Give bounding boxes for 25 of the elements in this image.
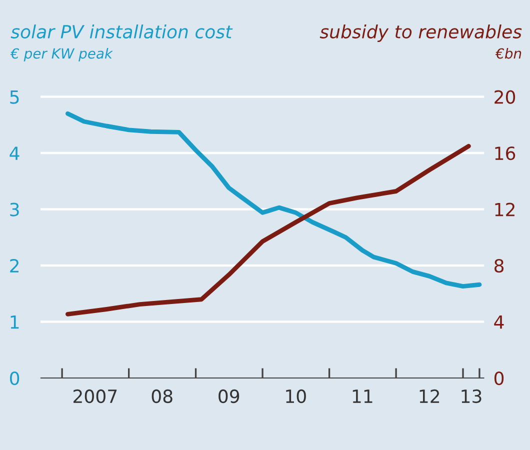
x-tick-label: 08 bbox=[152, 389, 172, 404]
y-tick-label: 2 bbox=[10, 258, 18, 272]
y2-tick-label: 16 bbox=[495, 146, 516, 160]
x-tick-label: 2007 bbox=[74, 389, 117, 404]
line-series bbox=[66, 111, 482, 289]
y-axis-title: € per KW peak bbox=[10, 48, 113, 62]
y2-tick-label: 12 bbox=[495, 202, 514, 216]
y-tick-label: 4 bbox=[10, 146, 20, 160]
x-tick-label: 09 bbox=[218, 389, 240, 404]
x-tick-label: 10 bbox=[286, 389, 306, 404]
y-tick-label: 5 bbox=[10, 90, 19, 104]
y2-axis-title: €bn bbox=[495, 48, 522, 59]
y2-tick-label: 20 bbox=[494, 90, 516, 104]
x-tick-label: 11 bbox=[352, 390, 372, 403]
y-tick-label: 0 bbox=[10, 371, 20, 386]
y-tick-label: 1 bbox=[10, 315, 19, 329]
y2-tick-label: 0 bbox=[494, 371, 504, 386]
y-tick-label: 3 bbox=[10, 202, 19, 216]
line-series bbox=[66, 144, 471, 316]
x-tick-label: 13 bbox=[462, 389, 482, 404]
y2-tick-label: 4 bbox=[494, 315, 504, 329]
text: subsidy to renewables bbox=[320, 24, 522, 42]
text: solar PV installation cost bbox=[10, 24, 233, 39]
x-tick-label: 12 bbox=[420, 389, 440, 403]
y2-tick-label: 8 bbox=[494, 258, 504, 273]
